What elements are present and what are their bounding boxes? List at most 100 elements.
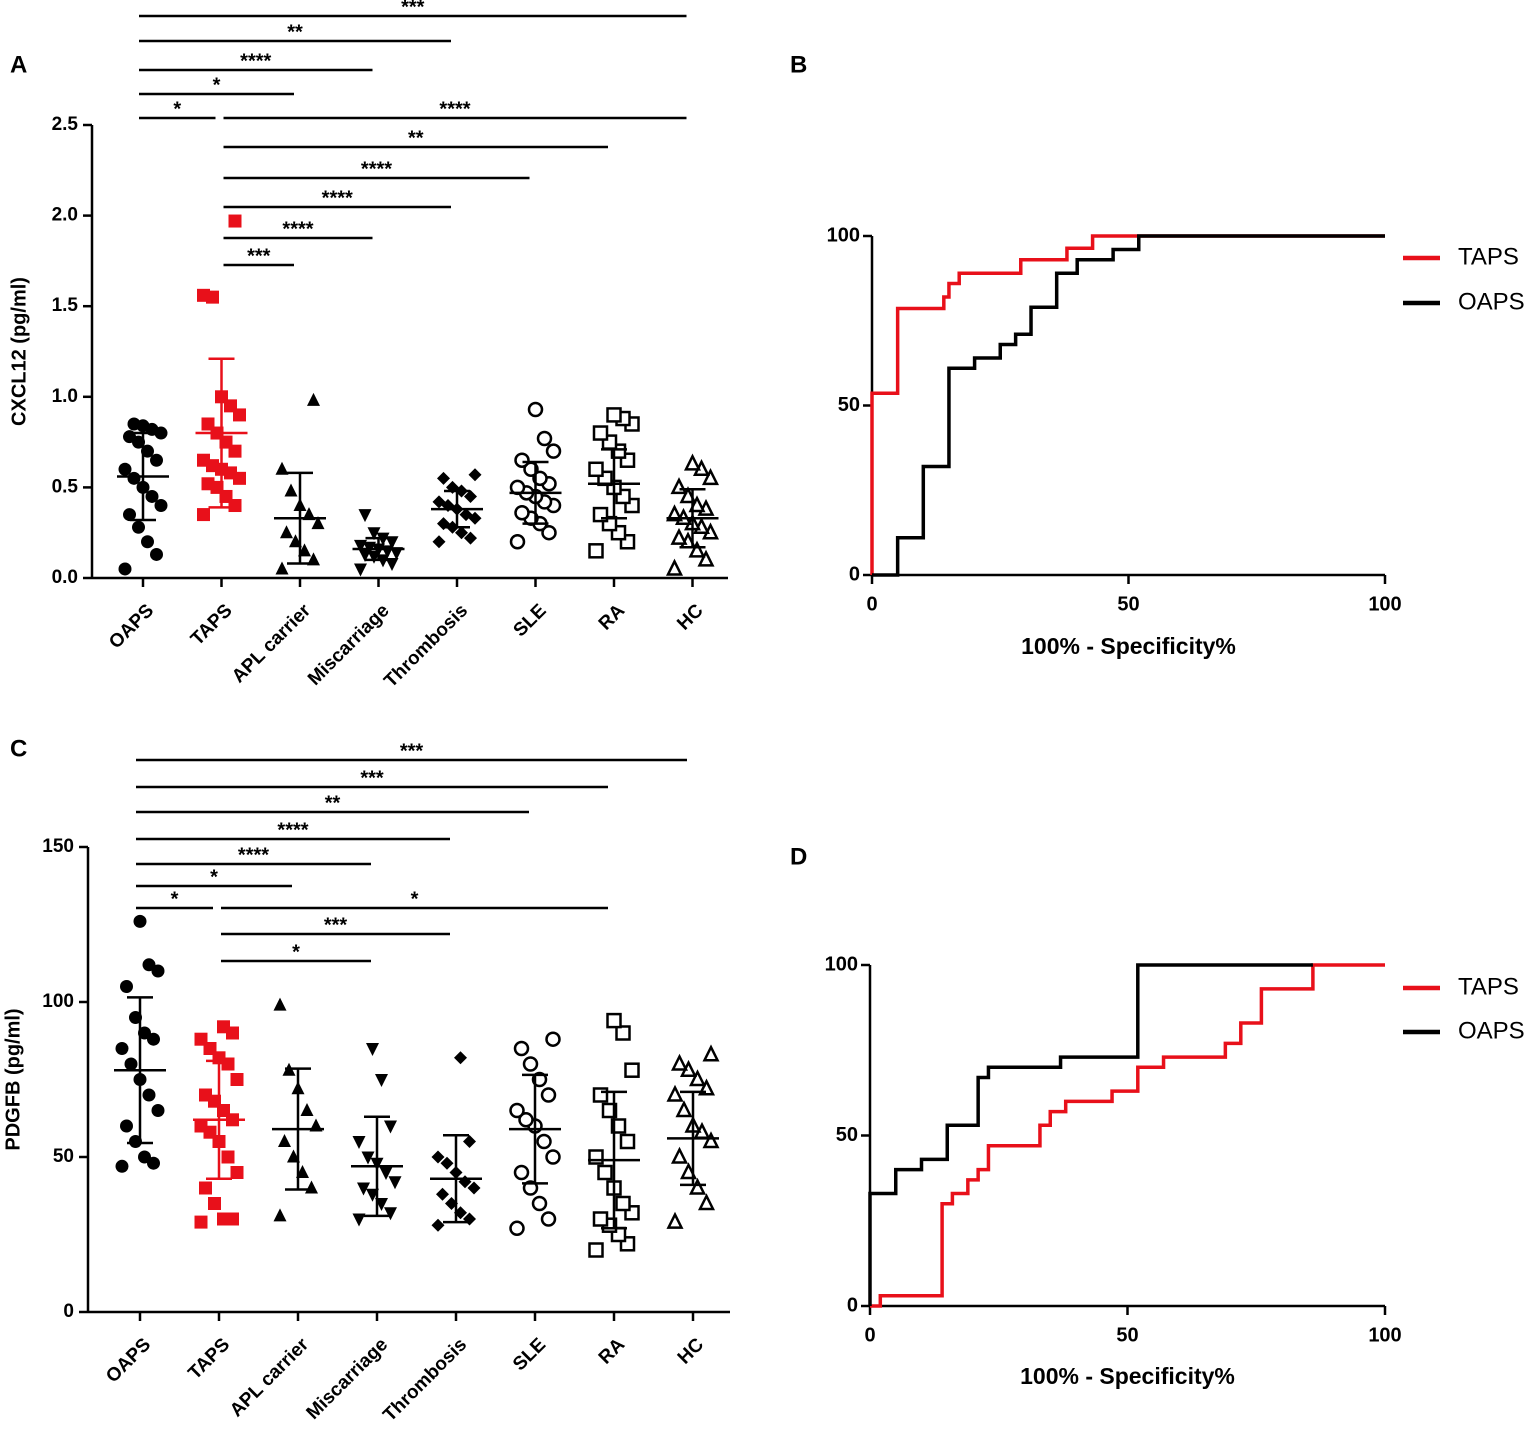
y-tick-label: 50 (53, 1146, 74, 1167)
x-tick-label: OAPS (105, 600, 158, 653)
y-tick-label: 50 (836, 1124, 858, 1146)
x-tick-label: SLE (510, 600, 551, 641)
data-point (352, 1136, 366, 1149)
data-point (459, 508, 473, 522)
data-point (138, 1150, 151, 1164)
data-point (127, 417, 141, 431)
data-point (142, 958, 156, 972)
data-point (375, 1074, 388, 1087)
y-tick-label: 150 (42, 836, 74, 857)
data-point (284, 483, 298, 497)
x-tick-label: APL carrier (226, 1334, 313, 1421)
data-point (311, 516, 325, 530)
data-point (688, 1177, 707, 1195)
data-point (588, 461, 604, 478)
x-tick-label: SLE (509, 1334, 550, 1375)
data-point (688, 1069, 707, 1087)
significance-label: * (171, 888, 179, 910)
data-point (230, 1073, 244, 1086)
data-point (536, 1133, 552, 1150)
data-point (624, 1062, 640, 1078)
x-tick-label: 0 (864, 1324, 875, 1346)
data-point (228, 214, 242, 228)
data-point (597, 1164, 613, 1181)
y-tick-label: 100 (825, 953, 858, 975)
data-point (514, 452, 530, 468)
data-point (194, 1215, 208, 1229)
data-point (354, 539, 367, 553)
significance-label: **** (238, 844, 269, 866)
data-point (384, 1120, 397, 1134)
data-point (432, 535, 446, 549)
x-tick-label: OAPS (102, 1334, 155, 1387)
data-point (518, 1112, 534, 1128)
legend-label: TAPS (1458, 243, 1519, 270)
data-point (199, 1088, 212, 1102)
data-point (540, 1087, 557, 1103)
x-tick-label: 50 (1116, 1324, 1138, 1346)
significance-label: *** (324, 914, 348, 936)
data-point (606, 1012, 622, 1029)
data-point (463, 1135, 476, 1148)
data-point (230, 1166, 244, 1179)
data-point (307, 392, 320, 406)
significance-label: **** (361, 158, 392, 180)
significance-label: *** (400, 740, 424, 762)
significance-label: **** (277, 819, 308, 841)
data-point (154, 499, 168, 513)
legend-label: TAPS (1458, 973, 1519, 1000)
data-point (194, 1119, 208, 1133)
data-point (366, 1043, 379, 1056)
x-tick-label: 100 (1368, 593, 1401, 615)
data-point (467, 1181, 481, 1195)
data-point (367, 527, 381, 541)
panel-letter: B (790, 51, 807, 78)
data-point (540, 1211, 557, 1227)
data-point (388, 1176, 402, 1190)
y-tick-label: 0.0 (52, 567, 78, 588)
significance-label: ** (287, 21, 303, 43)
data-point (115, 1159, 129, 1173)
y-tick-label: 0 (847, 1294, 858, 1316)
data-point (273, 997, 287, 1011)
data-point (141, 535, 154, 549)
data-point (670, 1053, 689, 1071)
data-point (385, 558, 399, 572)
data-point (592, 1211, 609, 1227)
significance-label: **** (240, 50, 271, 72)
data-point (513, 1164, 530, 1181)
data-point (619, 1133, 636, 1150)
data-point (455, 526, 468, 540)
data-point (354, 563, 367, 577)
y-tick-label: 100 (42, 991, 74, 1012)
data-point (217, 1020, 230, 1034)
data-point (390, 547, 403, 561)
data-point (115, 1042, 129, 1055)
data-point (352, 1213, 366, 1227)
data-point (124, 1057, 138, 1071)
significance-label: **** (322, 187, 353, 209)
x-tick-label: HC (673, 600, 707, 634)
data-point (588, 1149, 604, 1165)
data-point (127, 471, 141, 485)
x-tick-label: 100 (1368, 1324, 1401, 1346)
data-point (468, 511, 482, 525)
y-axis-title: PDGFB (pg/ml) (2, 1008, 24, 1150)
y-tick-label: 0 (63, 1301, 74, 1322)
x-tick-label: Thrombosis (380, 600, 472, 692)
data-point (688, 540, 706, 558)
x-tick-label: RA (595, 600, 629, 634)
data-point (588, 1242, 604, 1258)
data-point (150, 547, 163, 561)
y-tick-label: 1.0 (52, 386, 78, 407)
data-point (437, 471, 450, 485)
data-point (133, 914, 147, 928)
data-point (468, 468, 482, 482)
data-point (697, 1193, 716, 1211)
data-point (697, 549, 715, 567)
data-point (592, 425, 609, 441)
data-point (665, 558, 684, 576)
data-point (275, 561, 289, 575)
significance-label: ** (408, 127, 424, 149)
data-point (201, 477, 215, 491)
